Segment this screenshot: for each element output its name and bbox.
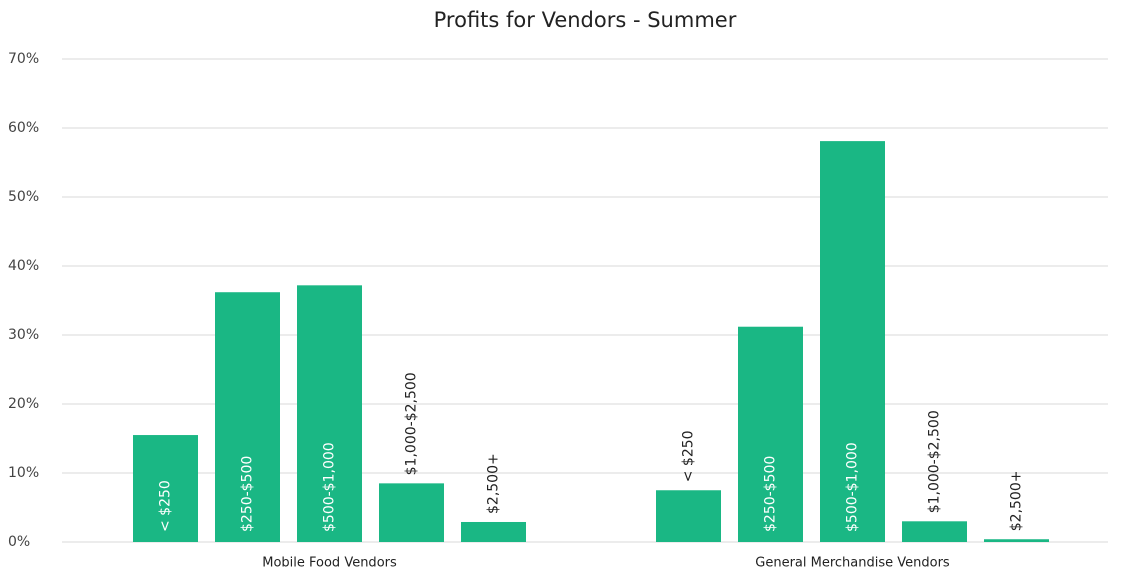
data-label: $500-$1,000 xyxy=(322,442,338,532)
bar xyxy=(379,483,444,542)
y-tick-label: 40% xyxy=(8,258,39,274)
x-tick-label: Mobile Food Vendors xyxy=(262,556,397,571)
y-tick-label: 50% xyxy=(8,189,39,205)
y-tick-label: 70% xyxy=(8,51,39,67)
bar xyxy=(656,490,721,542)
data-label: $250-$500 xyxy=(240,456,256,532)
y-tick-label: 0% xyxy=(8,534,30,550)
data-label: $1,000-$2,500 xyxy=(404,372,420,475)
y-tick-label: 30% xyxy=(8,327,39,343)
data-label: $2,500+ xyxy=(486,453,502,514)
y-tick-label: 60% xyxy=(8,120,39,136)
data-label: $1,000-$2,500 xyxy=(927,410,943,513)
bar xyxy=(297,285,362,542)
bar xyxy=(215,292,280,542)
y-tick-label: 20% xyxy=(8,396,39,412)
data-label: < $250 xyxy=(158,480,174,532)
data-label: $500-$1,000 xyxy=(845,442,861,532)
data-label: < $250 xyxy=(681,430,697,482)
bar xyxy=(984,539,1049,542)
x-tick-label: General Merchandise Vendors xyxy=(755,556,950,571)
data-label: $2,500+ xyxy=(1009,471,1025,532)
chart-title: Profits for Vendors - Summer xyxy=(434,8,737,32)
y-tick-label: 10% xyxy=(8,465,39,481)
data-label: $250-$500 xyxy=(763,456,779,532)
bar xyxy=(461,521,526,542)
bar xyxy=(820,141,885,543)
bar xyxy=(738,326,803,542)
bar xyxy=(902,521,967,542)
bar xyxy=(133,435,198,542)
